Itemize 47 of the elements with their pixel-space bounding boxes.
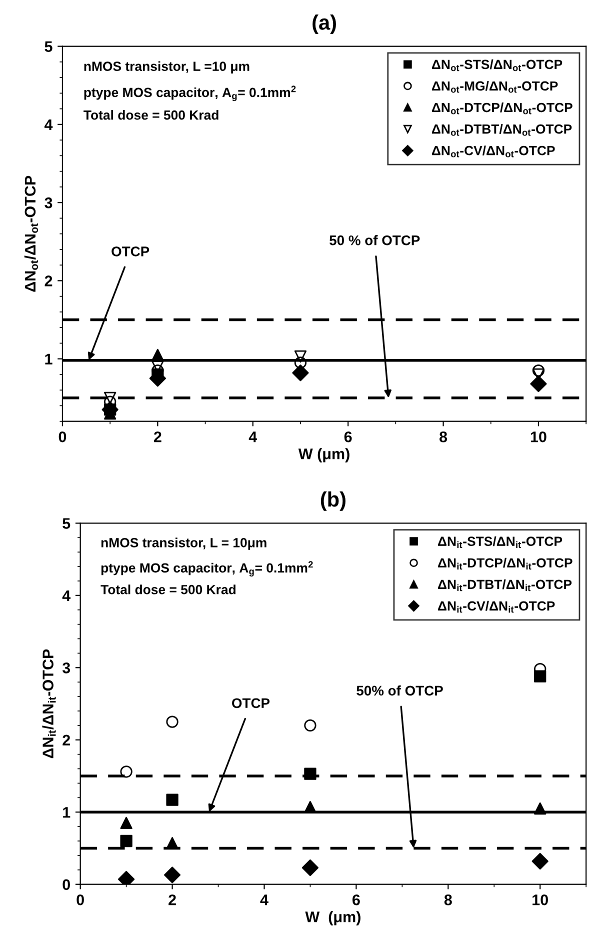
chart-title: (b) (320, 491, 346, 511)
legend-label: ΔN$_{ot}$-DTBT/ΔN$_{ot}$-OTCP (432, 124, 572, 136)
legend-label: ΔN$_{ot}$-CV/ΔN$_{ot}$-OTCP (432, 146, 555, 158)
y-tick-label: 3 (62, 662, 70, 674)
y-tick-label: 3 (44, 197, 52, 208)
x-tick-label: 8 (440, 431, 448, 442)
legend-label: ΔN$_{ot}$-MG/ΔN$_{ot}$-OTCP (432, 80, 558, 93)
x-tick-label: 6 (352, 894, 360, 906)
legend-label: ΔN$_{ot}$-DTCP/ΔN$_{ot}$-OTCP (432, 102, 572, 114)
annotation: nMOS transistor, L = 10μm (101, 538, 266, 550)
x-tick-label: 0 (76, 894, 84, 906)
x-tick-label: 4 (260, 894, 268, 906)
legend-label: ΔN$_{it}$-CV/ΔN$_{it}$-OTCP (438, 600, 555, 613)
x-axis-title: W (μm) (305, 911, 360, 926)
x-tick-label: 8 (444, 894, 452, 906)
y-tick-label: 5 (44, 41, 52, 52)
annotation: ptype MOS capacitor, A$_{g}$= 0.1mm$^{2}$ (84, 86, 296, 102)
y-tick-label: 0 (62, 879, 70, 890)
x-tick-label: 10 (530, 431, 546, 442)
legend-label: ΔN$_{it}$-DTCP/ΔN$_{it}$-OTCP (438, 558, 572, 570)
annotation: OTCP (232, 698, 270, 708)
annotation: nMOS transistor, L =10 μm (84, 61, 250, 74)
legend-label: ΔN$_{ot}$-STS/ΔN$_{ot}$-OTCP (432, 59, 562, 72)
y-tick-label: 5 (62, 518, 70, 529)
y-axis-title: ΔN$_{ot}$/ΔN$_{ot}$-OTCP (24, 176, 38, 292)
y-tick-label: 2 (44, 276, 52, 286)
legend-label: ΔN$_{it}$-DTBT/ΔN$_{it}$-OTCP (438, 579, 572, 592)
annotation: ptype MOS capacitor, A$_{g}$= 0.1mm$^{2}$ (101, 561, 313, 576)
annotation: Total dose = 500 Krad (84, 110, 218, 120)
x-tick-label: 2 (168, 894, 176, 906)
annotation: 50 % of OTCP (330, 235, 420, 246)
y-axis-title: ΔN$_{it}$/ΔN$_{it}$-OTCP (42, 649, 56, 758)
annotation: OTCP (112, 246, 150, 256)
legend-label: ΔN$_{it}$-STS/ΔN$_{it}$-OTCP (438, 536, 562, 548)
y-tick-label: 1 (45, 354, 52, 364)
x-tick-label: 6 (344, 431, 352, 442)
x-axis-title: W (μm) (298, 448, 350, 462)
y-tick-label: 1 (63, 807, 70, 818)
x-tick-label: 10 (532, 894, 548, 906)
y-tick-label: 4 (62, 590, 71, 601)
x-tick-label: 4 (248, 432, 258, 442)
y-tick-label: 4 (44, 119, 53, 130)
y-tick-label: 2 (62, 734, 70, 746)
x-tick-label: 2 (154, 431, 162, 442)
chart-title: (a) (312, 14, 336, 34)
annotation: 50% of OTCP (356, 685, 443, 696)
annotation: Total dose = 500 Krad (100, 584, 236, 594)
